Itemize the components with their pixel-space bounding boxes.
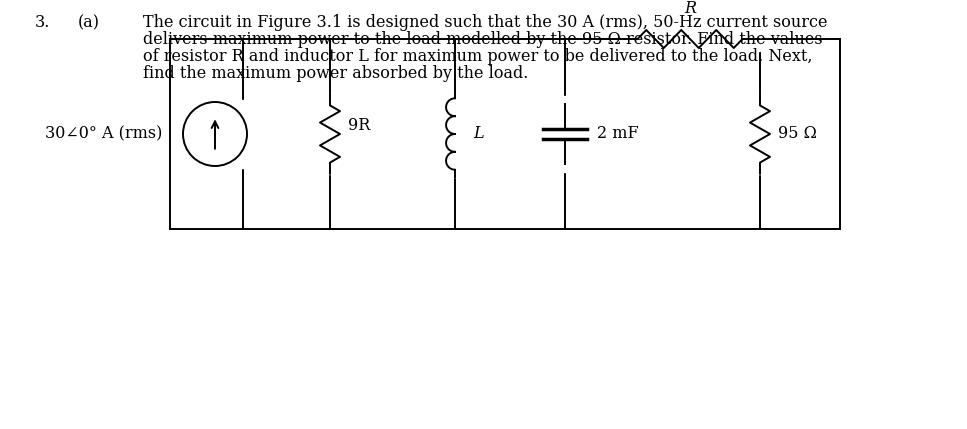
Text: find the maximum power absorbed by the load.: find the maximum power absorbed by the l…	[143, 65, 528, 82]
Text: R: R	[684, 0, 696, 17]
Bar	[318, 94, 342, 174]
Text: delivers maximum power to the load modelled by the 95 Ω resistor. Find the value: delivers maximum power to the load model…	[143, 31, 823, 48]
Text: 3.: 3.	[35, 14, 50, 31]
Bar	[748, 94, 772, 174]
Text: (a): (a)	[78, 14, 100, 31]
Circle shape	[183, 102, 247, 166]
Text: L: L	[473, 126, 484, 142]
Text: 9R: 9R	[348, 118, 370, 135]
Text: 95 Ω: 95 Ω	[778, 126, 817, 142]
Text: 2 mF: 2 mF	[597, 126, 638, 142]
Bar	[437, 91, 473, 176]
Bar	[620, 27, 760, 51]
Bar	[537, 96, 593, 172]
Bar	[182, 100, 248, 168]
Text: 30∠0° A (rms): 30∠0° A (rms)	[44, 126, 162, 142]
Text: of resistor R and inductor L for maximum power to be delivered to the load. Next: of resistor R and inductor L for maximum…	[143, 48, 812, 65]
Text: The circuit in Figure 3.1 is designed such that the 30 A (rms), 50-Hz current so: The circuit in Figure 3.1 is designed su…	[143, 14, 828, 31]
